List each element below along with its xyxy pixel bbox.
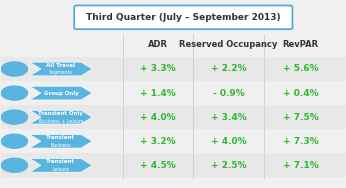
- Text: + 3.3%: + 3.3%: [140, 64, 175, 74]
- Polygon shape: [29, 158, 92, 172]
- Bar: [1, 57, 345, 81]
- Text: Group Only: Group Only: [44, 91, 79, 96]
- Text: + 2.5%: + 2.5%: [211, 161, 246, 170]
- Text: + 7.1%: + 7.1%: [283, 161, 319, 170]
- Bar: [1, 81, 345, 105]
- Text: Segments: Segments: [49, 70, 73, 75]
- Circle shape: [1, 110, 27, 124]
- Polygon shape: [29, 134, 92, 148]
- Circle shape: [1, 158, 27, 172]
- Text: - 0.9%: - 0.9%: [213, 89, 245, 98]
- Text: + 4.0%: + 4.0%: [211, 137, 246, 146]
- Text: + 3.4%: + 3.4%: [211, 113, 246, 122]
- Polygon shape: [29, 110, 92, 124]
- Text: + 7.5%: + 7.5%: [283, 113, 319, 122]
- Text: + 7.3%: + 7.3%: [283, 137, 319, 146]
- Text: Transient: Transient: [46, 159, 75, 164]
- Text: Third Quarter (July – September 2013): Third Quarter (July – September 2013): [86, 13, 281, 22]
- Text: + 3.2%: + 3.2%: [140, 137, 175, 146]
- Bar: [1, 153, 345, 177]
- Bar: [1, 105, 345, 129]
- Text: + 4.0%: + 4.0%: [140, 113, 175, 122]
- Text: + 1.4%: + 1.4%: [140, 89, 175, 98]
- Text: + 0.4%: + 0.4%: [283, 89, 318, 98]
- Circle shape: [1, 86, 27, 100]
- Text: Transient: Transient: [46, 135, 75, 140]
- Text: All Travel: All Travel: [46, 63, 75, 68]
- Text: Leisure: Leisure: [53, 167, 70, 172]
- FancyBboxPatch shape: [74, 5, 292, 29]
- Text: Reserved Occupancy: Reserved Occupancy: [180, 40, 278, 49]
- Polygon shape: [29, 86, 92, 100]
- Text: Business: Business: [51, 143, 71, 148]
- Text: RevPAR: RevPAR: [283, 40, 319, 49]
- Text: Business + Leisure: Business + Leisure: [38, 119, 83, 124]
- Text: Transient Only: Transient Only: [38, 111, 83, 116]
- Text: + 4.5%: + 4.5%: [140, 161, 175, 170]
- Text: ADR: ADR: [147, 40, 167, 49]
- Text: + 5.6%: + 5.6%: [283, 64, 318, 74]
- Polygon shape: [29, 62, 92, 76]
- Bar: [1, 129, 345, 153]
- Circle shape: [1, 134, 27, 148]
- Circle shape: [1, 62, 27, 76]
- Text: + 2.2%: + 2.2%: [211, 64, 246, 74]
